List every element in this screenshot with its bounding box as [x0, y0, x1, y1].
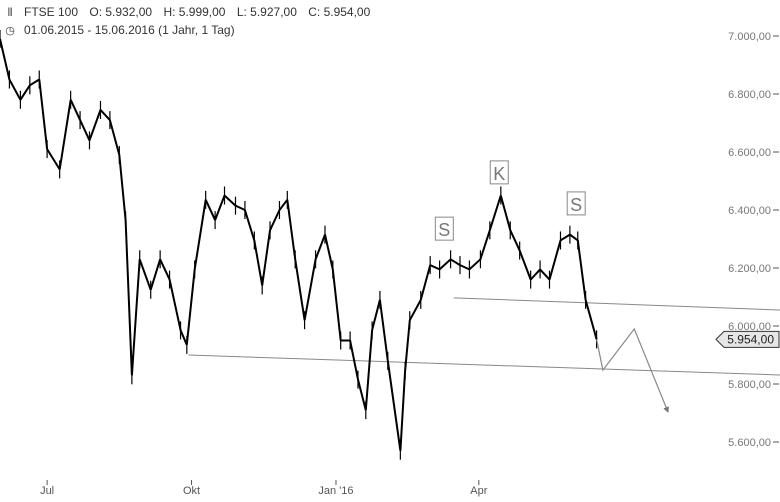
candlestick-chart-icon: ⫴ [7, 7, 13, 19]
last-price-label: 5.954,00 [727, 332, 774, 346]
high-value: H: 5.999,00 [163, 5, 226, 19]
projection-arrow [596, 327, 669, 413]
price-line [0, 38, 598, 451]
pattern-label: S [570, 195, 582, 215]
y-tick-label: 6.800,00 [728, 89, 771, 101]
y-tick-label: 6.000,00 [728, 321, 771, 333]
y-tick-label: 5.600,00 [728, 437, 771, 449]
y-tick-label: 6.200,00 [728, 263, 771, 275]
x-tick-label: Okt [183, 485, 200, 497]
pattern-label-box [566, 191, 586, 216]
y-tick-label: 6.600,00 [728, 147, 771, 159]
clock-icon: ◷ [5, 25, 15, 37]
quote-line: ⫴ FTSE 100 O: 5.932,00 H: 5.999,00 L: 5.9… [4, 4, 378, 22]
y-tick-label: 6.400,00 [728, 205, 771, 217]
pattern-label: S [438, 220, 450, 240]
trendline [453, 297, 780, 311]
y-tick-label: 7.000,00 [728, 31, 771, 43]
pattern-label-box [489, 160, 509, 185]
low-value: L: 5.927,00 [236, 5, 297, 19]
symbol-name: FTSE 100 [24, 5, 79, 19]
pattern-label: K [493, 164, 505, 184]
date-range: 01.06.2015 - 15.06.2016 (1 Jahr, 1 Tag) [24, 23, 235, 37]
x-tick-label: Jul [40, 485, 54, 497]
trendline [188, 354, 780, 376]
y-tick-label: 5.800,00 [728, 379, 771, 391]
range-line[interactable]: ◷ 01.06.2015 - 15.06.2016 (1 Jahr, 1 Tag) [4, 22, 378, 40]
chart-header: ⫴ FTSE 100 O: 5.932,00 H: 5.999,00 L: 5.9… [4, 4, 378, 40]
open-value: O: 5.932,00 [89, 5, 153, 19]
pattern-label-box [434, 216, 454, 241]
last-price-tag [715, 330, 780, 348]
close-value: C: 5.954,00 [308, 5, 371, 19]
x-tick-label: Apr [470, 485, 487, 497]
x-tick-label: Jan '16 [318, 485, 353, 497]
